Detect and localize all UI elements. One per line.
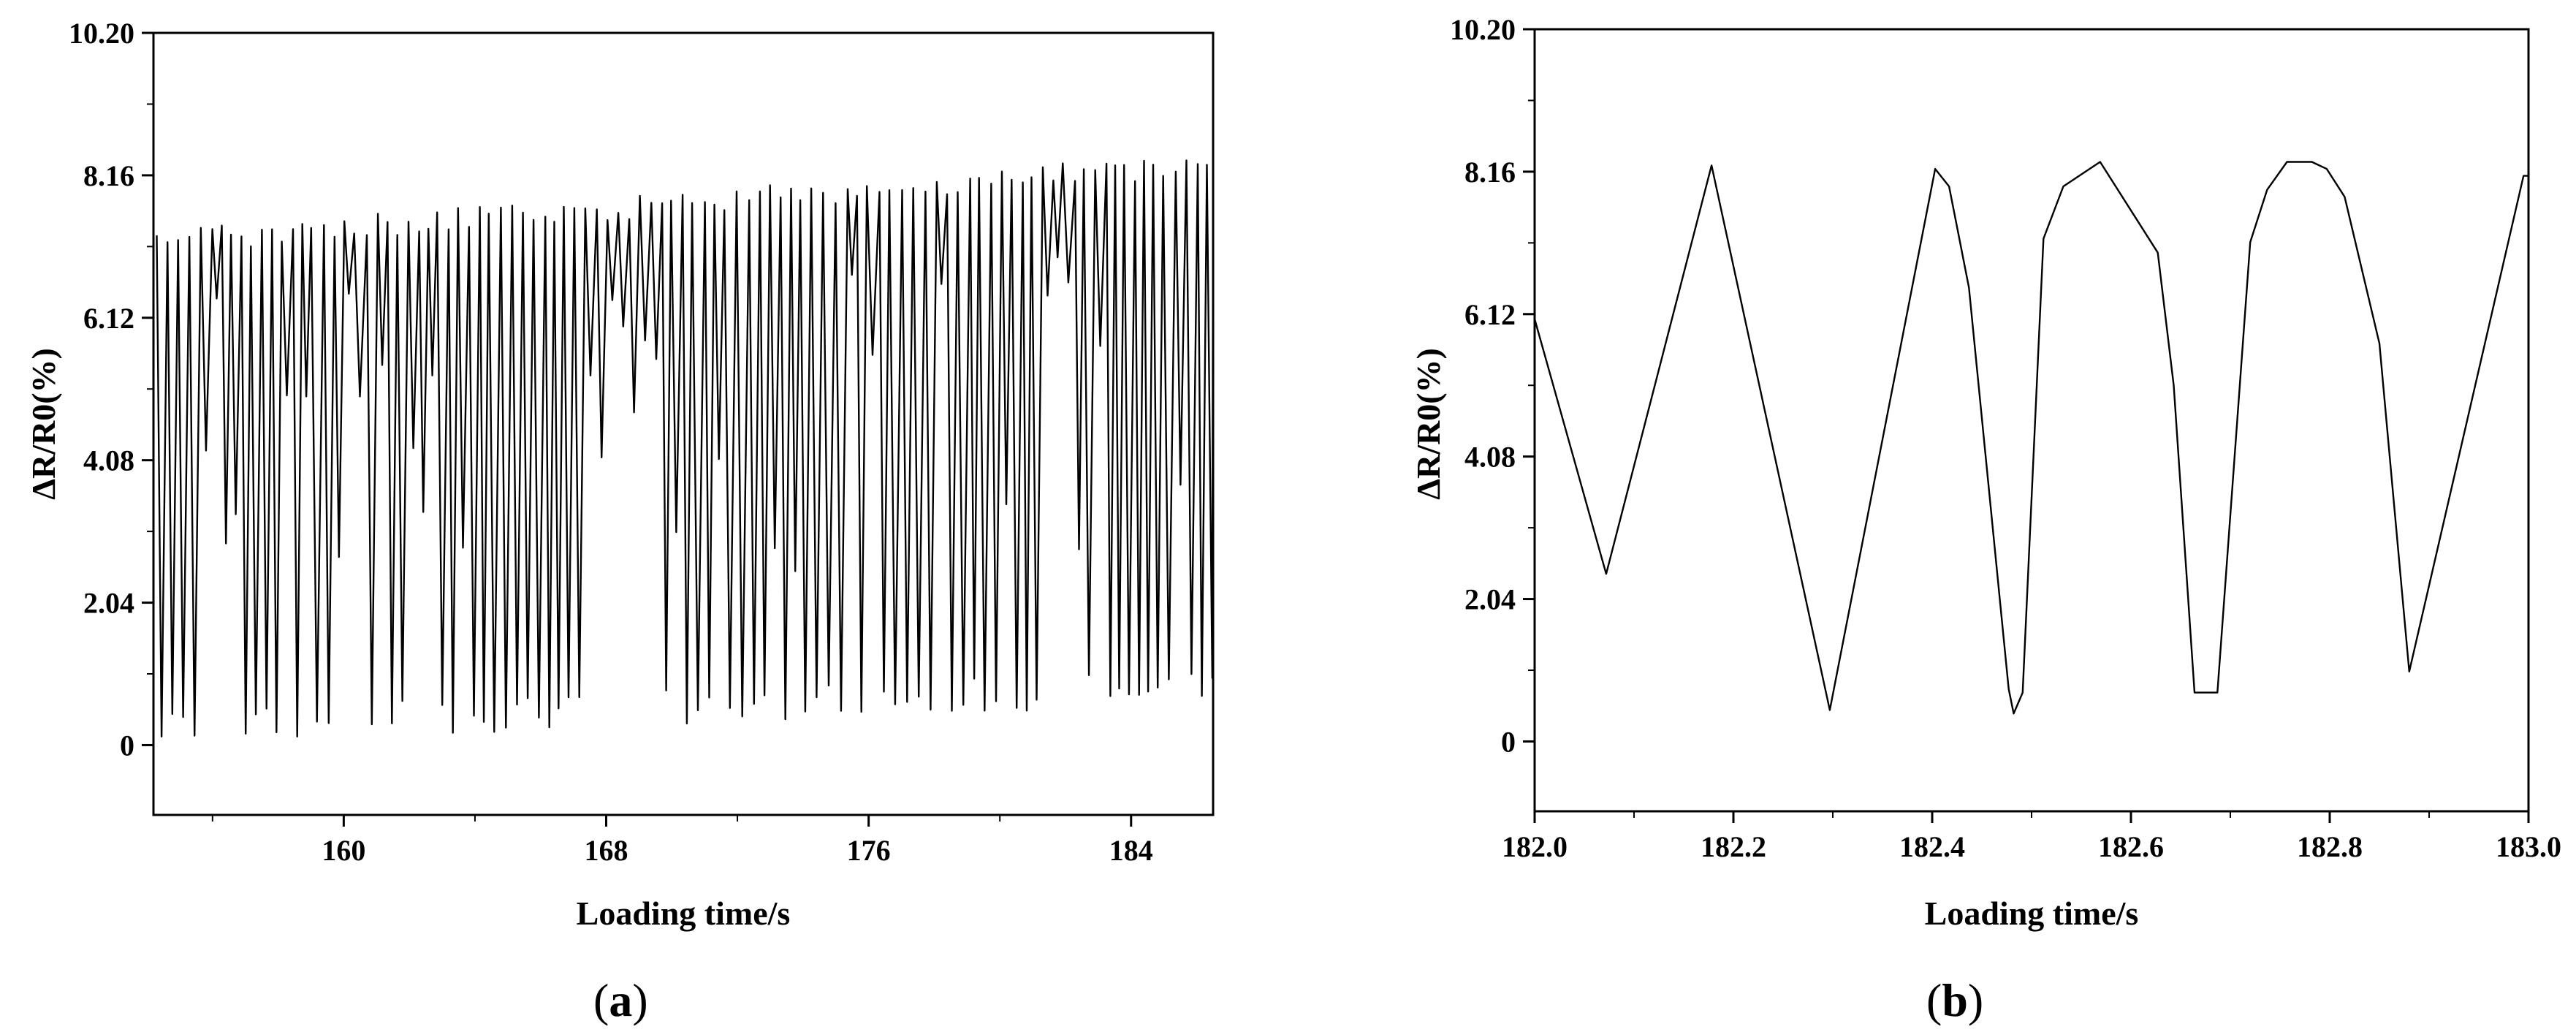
- x-tick-label: 168: [585, 834, 628, 867]
- y-tick-label: 10.20: [69, 17, 134, 50]
- series-line: [156, 159, 1215, 737]
- y-tick-label: 6.12: [1464, 298, 1516, 331]
- x-tick-label: 182.2: [1701, 830, 1766, 863]
- chart-panel-a: 160 168 176 184 0 2.04 4.08 6.12 8.16 10.20 Loadi…: [25, 17, 1215, 1026]
- series-line: [1533, 161, 2528, 715]
- y-tick-label: 10.20: [1450, 13, 1516, 46]
- y-tick-label: 2.04: [83, 587, 134, 620]
- panel-caption: (a): [593, 974, 648, 1026]
- panel-caption: (b): [1926, 974, 1983, 1026]
- x-tick-label: 182.8: [2297, 830, 2363, 863]
- x-axis-title: Loading time/s: [1925, 895, 2139, 932]
- x-tick-label: 182.0: [1502, 830, 1568, 863]
- y-tick-label: 8.16: [83, 159, 134, 192]
- y-axis-title: ΔR/R0(%): [25, 348, 62, 500]
- chart-panel-b: 182.0 182.2 182.4 182.6 182.8 183.0 0 2.04 4.08 6…: [1410, 13, 2561, 1026]
- x-tick-label: 182.6: [2098, 830, 2164, 863]
- x-tick-label: 184: [1109, 834, 1153, 867]
- y-tick-label: 0: [1501, 725, 1516, 758]
- plot-frame: [1533, 28, 2530, 813]
- x-tick-label: 176: [847, 834, 891, 867]
- y-tick-label: 4.08: [83, 444, 134, 477]
- y-tick-label: 0: [120, 729, 134, 762]
- plot-frame: [152, 31, 1215, 816]
- y-axis-title: ΔR/R0(%): [1410, 348, 1447, 500]
- y-tick-label: 8.16: [1464, 156, 1516, 189]
- x-axis-title: Loading time/s: [577, 895, 791, 932]
- x-tick-label: 183.0: [2496, 830, 2561, 863]
- x-tick-label: 182.4: [1899, 830, 1965, 863]
- x-tick-label: 160: [322, 834, 365, 867]
- y-tick-label: 4.08: [1464, 441, 1516, 474]
- y-tick-label: 2.04: [1464, 583, 1516, 616]
- y-tick-label: 6.12: [83, 302, 134, 335]
